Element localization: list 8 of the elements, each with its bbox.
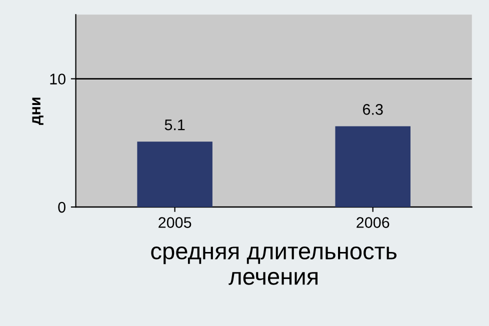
x-tick-label: 2005 — [158, 217, 192, 228]
y-tick-label: 0 — [58, 202, 66, 213]
y-tick-label: 10 — [50, 74, 66, 84]
x-axis-title: средняя длительность лечения — [151, 246, 397, 285]
x-tick-label: 2006 — [356, 217, 390, 228]
data-label: 6.3 — [363, 104, 383, 115]
data-label: 5.1 — [164, 120, 185, 130]
y-axis-title: дни — [32, 98, 44, 125]
